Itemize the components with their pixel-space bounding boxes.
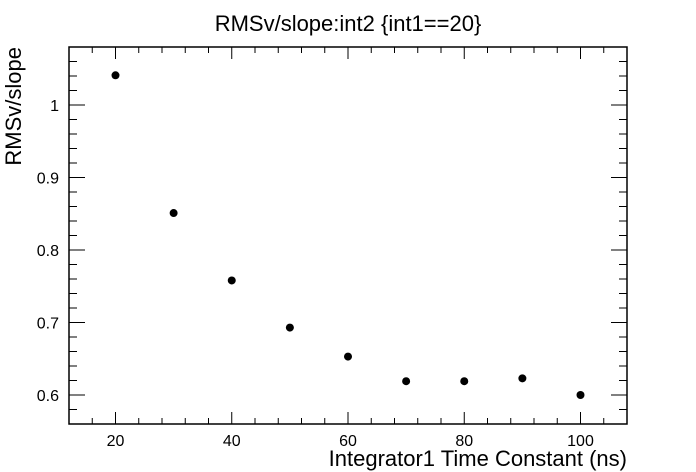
y-tick-label: 0.8 xyxy=(37,243,59,260)
x-axis-label: Integrator1 Time Constant (ns) xyxy=(329,446,627,471)
plot-frame xyxy=(68,46,628,425)
data-point xyxy=(111,71,120,80)
data-point xyxy=(344,352,352,361)
y-tick-label: 0.9 xyxy=(37,171,59,188)
x-tick-label: 20 xyxy=(107,433,125,450)
y-axis-label: RMSv/slope xyxy=(1,47,26,166)
tick-labels: 20 40 60 80 100 0.6 0.7 0.8 0.9 1 xyxy=(37,98,594,450)
data-point xyxy=(460,377,469,386)
data-point xyxy=(518,374,527,383)
x-tick-label: 60 xyxy=(339,433,357,450)
data-point xyxy=(285,323,294,332)
y-tick-label: 0.7 xyxy=(37,316,59,333)
data-point xyxy=(402,377,411,386)
x-tick-label: 100 xyxy=(567,433,594,450)
data-points xyxy=(111,71,585,399)
x-tick-label: 80 xyxy=(455,433,473,450)
data-point xyxy=(169,209,178,218)
y-tick-label: 0.6 xyxy=(37,388,59,405)
chart-title: RMSv/slope:int2 {int1==20} xyxy=(215,11,482,36)
y-tick-label: 1 xyxy=(50,98,59,115)
data-point xyxy=(227,276,236,285)
x-tick-label: 40 xyxy=(223,433,241,450)
data-point xyxy=(576,391,585,399)
